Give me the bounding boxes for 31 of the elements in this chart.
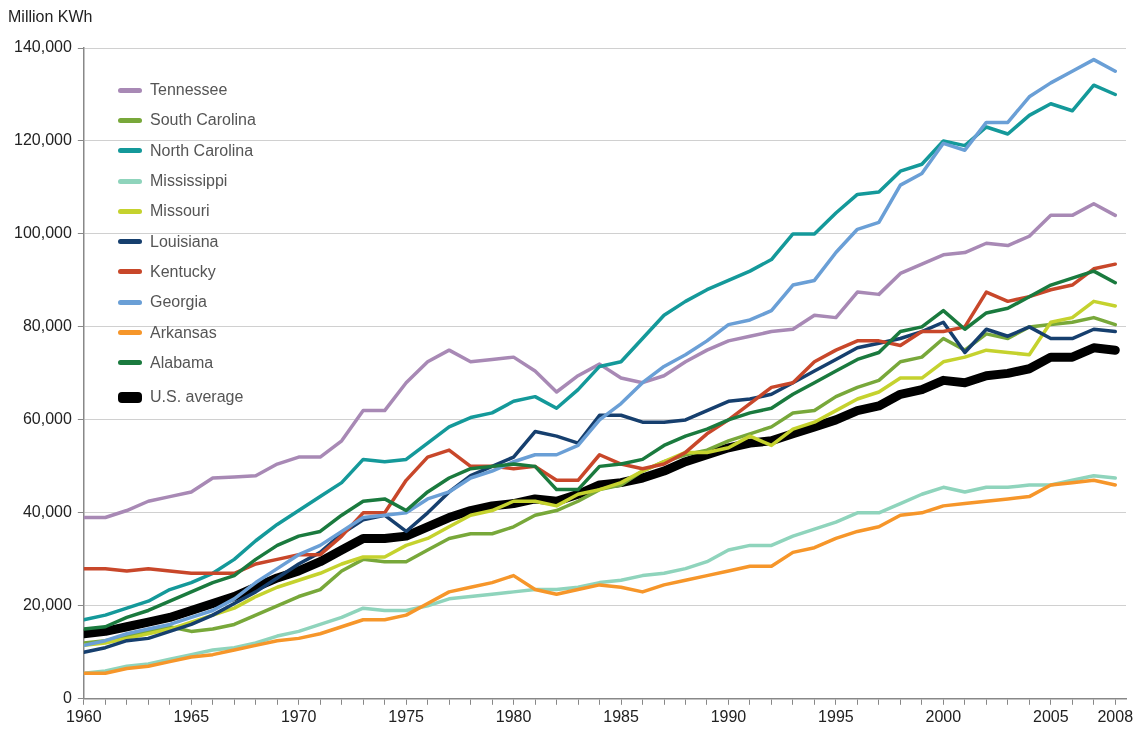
legend-label: U.S. average (150, 388, 244, 407)
x-tick-label: 2000 (925, 707, 962, 725)
legend-label: South Carolina (150, 111, 256, 130)
x-tick-label: 1990 (710, 707, 747, 725)
x-tick-label: 2008 (1097, 707, 1134, 725)
x-tick-label: 1985 (603, 707, 639, 725)
y-tick-label: 60,000 (22, 410, 72, 428)
x-tick-label: 2005 (1033, 707, 1069, 725)
legend-label: Alabama (150, 353, 214, 372)
legend-label: Tennessee (150, 81, 228, 100)
x-tick-label: 1960 (66, 707, 102, 725)
legend-label: Missouri (150, 202, 210, 221)
y-tick-label: 20,000 (22, 596, 72, 614)
y-tick-label: 140,000 (13, 38, 72, 56)
y-tick-label: 120,000 (13, 131, 72, 149)
y-tick-label: 0 (62, 689, 72, 707)
y-tick-label: 100,000 (13, 224, 72, 242)
legend-label: Louisiana (150, 232, 219, 251)
legend-label: Kentucky (150, 262, 216, 281)
y-tick-label: 80,000 (22, 317, 72, 335)
legend-label: North Carolina (150, 141, 254, 160)
legend-label: Arkansas (150, 323, 217, 342)
legend-label: Georgia (150, 293, 207, 312)
x-tick-label: 1970 (280, 707, 317, 725)
x-tick-label: 1975 (388, 707, 425, 725)
x-tick-label: 1995 (818, 707, 854, 725)
x-tick-label: 1980 (495, 707, 532, 725)
legend-label: Mississippi (150, 172, 228, 191)
y-tick-label: 40,000 (22, 503, 72, 521)
x-tick-label: 1965 (173, 707, 210, 725)
y-axis-title: Million KWh (8, 8, 93, 26)
